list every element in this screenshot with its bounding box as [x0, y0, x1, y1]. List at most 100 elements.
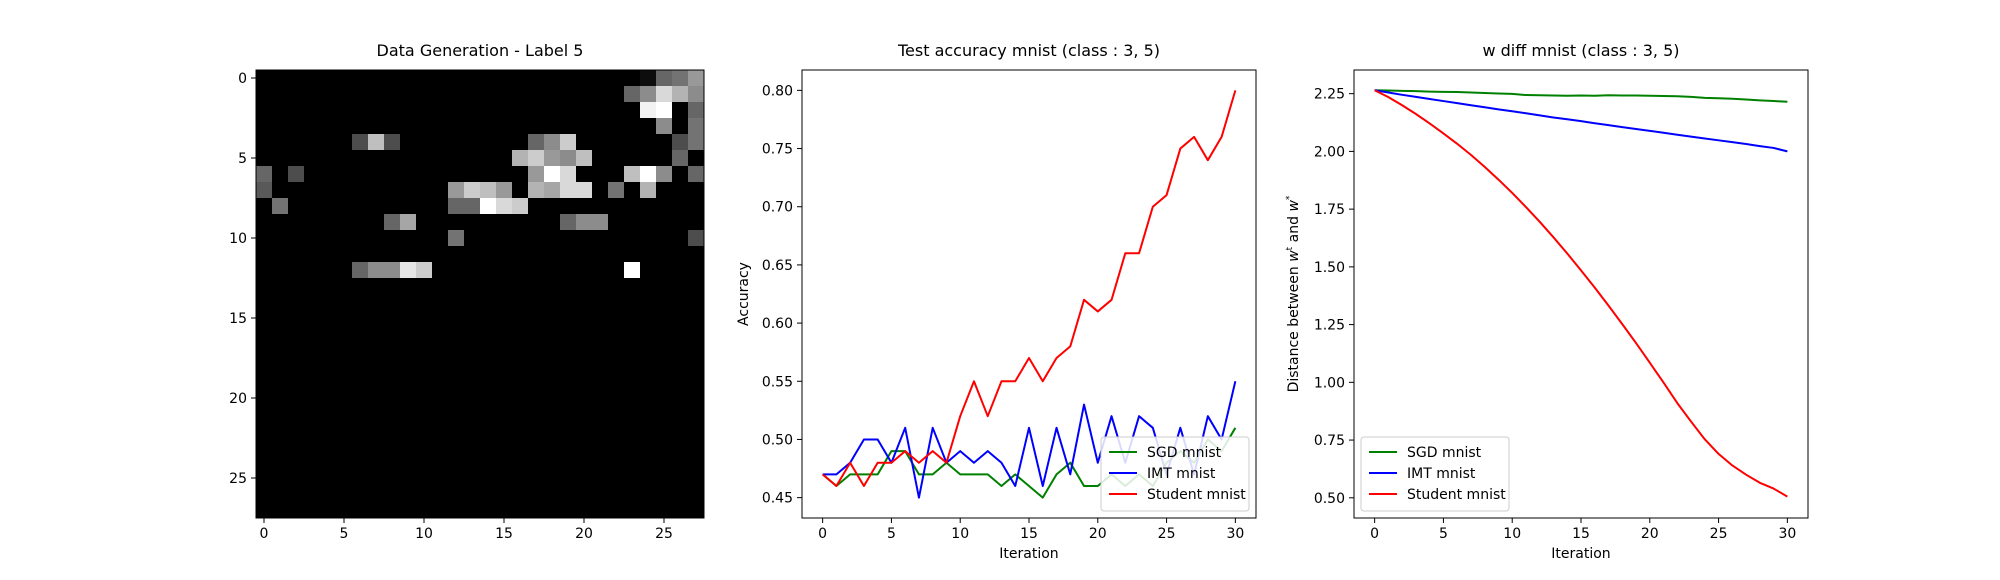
heatmap-cell [304, 502, 320, 518]
heatmap-cell [304, 198, 320, 214]
heatmap-cell [256, 150, 272, 166]
heatmap-cell [448, 150, 464, 166]
heatmap-cell [272, 262, 288, 278]
heatmap-cell [304, 310, 320, 326]
heatmap-cell [592, 470, 608, 486]
p2-y-tick-label: 0.60 [762, 316, 793, 332]
heatmap-cell [496, 150, 512, 166]
heatmap-cell [256, 454, 272, 470]
heatmap-cell [624, 470, 640, 486]
heatmap-cell [352, 118, 368, 134]
heatmap-cell [592, 86, 608, 102]
heatmap-cell [304, 374, 320, 390]
heatmap-cell [368, 470, 384, 486]
heatmap-cell [576, 86, 592, 102]
heatmap-cell [448, 86, 464, 102]
heatmap-cell [384, 182, 400, 198]
heatmap-cell [608, 262, 624, 278]
heatmap-x-tick-label: 10 [415, 526, 433, 542]
heatmap-cell [400, 390, 416, 406]
heatmap-cell [320, 70, 336, 86]
accuracy-legend: SGD mnistIMT mnistStudent mnist [1101, 437, 1249, 511]
heatmap-cell [592, 486, 608, 502]
heatmap-cell [688, 406, 704, 422]
heatmap-cell [272, 422, 288, 438]
heatmap-cell [336, 198, 352, 214]
heatmap-cell [512, 230, 528, 246]
heatmap-cell [384, 198, 400, 214]
heatmap-cell [304, 102, 320, 118]
heatmap-cell [640, 486, 656, 502]
heatmap-cell [528, 342, 544, 358]
heatmap-cell [288, 406, 304, 422]
heatmap-cell [656, 294, 672, 310]
heatmap-cell [640, 502, 656, 518]
heatmap-cell [304, 422, 320, 438]
heatmap-cell [272, 102, 288, 118]
heatmap-cell [512, 438, 528, 454]
heatmap-cell [528, 486, 544, 502]
heatmap-cell [512, 278, 528, 294]
heatmap-cell [320, 278, 336, 294]
heatmap-cell [352, 358, 368, 374]
heatmap-cell [576, 166, 592, 182]
heatmap-cell [656, 310, 672, 326]
heatmap-cell [560, 118, 576, 134]
heatmap-cell [368, 166, 384, 182]
heatmap-cell [384, 118, 400, 134]
heatmap-cell [592, 182, 608, 198]
heatmap-cell [560, 390, 576, 406]
heatmap-cell [304, 470, 320, 486]
heatmap-cell [672, 502, 688, 518]
heatmap-cell [368, 406, 384, 422]
heatmap-cell [272, 358, 288, 374]
heatmap-cell [320, 310, 336, 326]
heatmap-cell [656, 70, 672, 86]
heatmap-cell [400, 470, 416, 486]
heatmap-cell [624, 390, 640, 406]
heatmap-cell [432, 390, 448, 406]
heatmap-cell [672, 102, 688, 118]
heatmap-cell [272, 438, 288, 454]
heatmap-cell [304, 214, 320, 230]
heatmap-cell [528, 358, 544, 374]
wdiff-title: w diff mnist (class : 3, 5) [1482, 41, 1679, 60]
heatmap-cell [320, 374, 336, 390]
heatmap-cell [352, 294, 368, 310]
heatmap-cell [624, 326, 640, 342]
heatmap-cell [272, 342, 288, 358]
heatmap-cell [560, 182, 576, 198]
heatmap-cell [480, 214, 496, 230]
heatmap-cell [352, 102, 368, 118]
heatmap-cell [640, 70, 656, 86]
heatmap-cell [512, 150, 528, 166]
heatmap-cell [544, 422, 560, 438]
heatmap-cell [368, 342, 384, 358]
heatmap-cell [608, 134, 624, 150]
heatmap-cell [320, 470, 336, 486]
heatmap-cell [608, 246, 624, 262]
heatmap-cell [528, 214, 544, 230]
heatmap-cell [384, 438, 400, 454]
heatmap-cell [608, 374, 624, 390]
heatmap-cell [592, 278, 608, 294]
heatmap-cell [688, 358, 704, 374]
p2-y-tick-label: 0.75 [762, 142, 793, 158]
heatmap-cell [576, 182, 592, 198]
heatmap-cell [560, 70, 576, 86]
heatmap-cell [368, 102, 384, 118]
heatmap-cell [688, 454, 704, 470]
heatmap-cell [480, 118, 496, 134]
heatmap-cell [416, 422, 432, 438]
heatmap-cell [512, 422, 528, 438]
heatmap-cell [608, 166, 624, 182]
heatmap-cell [576, 150, 592, 166]
heatmap-cell [576, 502, 592, 518]
heatmap-cell [400, 502, 416, 518]
heatmap-cell [688, 502, 704, 518]
heatmap-cell [608, 438, 624, 454]
heatmap-cell [608, 102, 624, 118]
heatmap-y-tick-label: 15 [229, 311, 247, 327]
heatmap-cell [576, 262, 592, 278]
heatmap-cell [352, 486, 368, 502]
